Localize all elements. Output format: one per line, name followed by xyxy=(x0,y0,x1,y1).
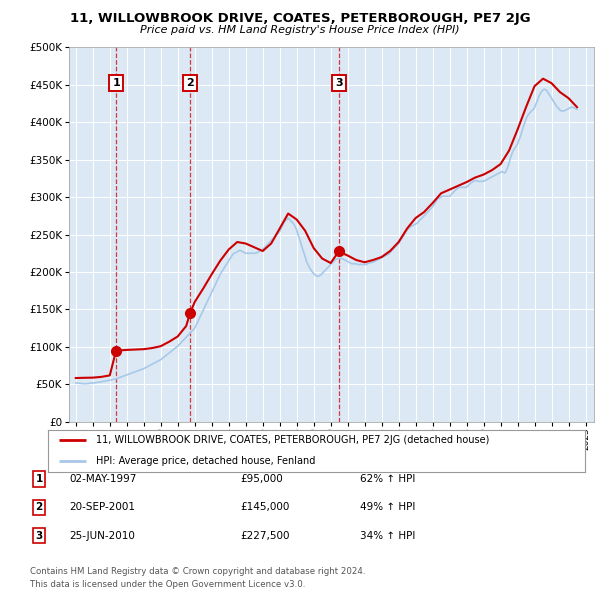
Text: 2: 2 xyxy=(186,78,194,88)
Text: 1: 1 xyxy=(35,474,43,484)
Text: This data is licensed under the Open Government Licence v3.0.: This data is licensed under the Open Gov… xyxy=(30,580,305,589)
Text: Contains HM Land Registry data © Crown copyright and database right 2024.: Contains HM Land Registry data © Crown c… xyxy=(30,567,365,576)
Text: 2: 2 xyxy=(35,503,43,512)
Text: Price paid vs. HM Land Registry's House Price Index (HPI): Price paid vs. HM Land Registry's House … xyxy=(140,25,460,35)
Text: £95,000: £95,000 xyxy=(240,474,283,484)
Text: HPI: Average price, detached house, Fenland: HPI: Average price, detached house, Fenl… xyxy=(97,457,316,466)
Text: 02-MAY-1997: 02-MAY-1997 xyxy=(69,474,136,484)
Text: 11, WILLOWBROOK DRIVE, COATES, PETERBOROUGH, PE7 2JG (detached house): 11, WILLOWBROOK DRIVE, COATES, PETERBORO… xyxy=(97,435,490,445)
Text: 20-SEP-2001: 20-SEP-2001 xyxy=(69,503,135,512)
Text: £145,000: £145,000 xyxy=(240,503,289,512)
Text: 3: 3 xyxy=(35,531,43,540)
Text: 49% ↑ HPI: 49% ↑ HPI xyxy=(360,503,415,512)
Text: 34% ↑ HPI: 34% ↑ HPI xyxy=(360,531,415,540)
Text: £227,500: £227,500 xyxy=(240,531,290,540)
Text: 25-JUN-2010: 25-JUN-2010 xyxy=(69,531,135,540)
Text: 62% ↑ HPI: 62% ↑ HPI xyxy=(360,474,415,484)
Text: 1: 1 xyxy=(112,78,120,88)
Text: 3: 3 xyxy=(335,78,343,88)
Text: 11, WILLOWBROOK DRIVE, COATES, PETERBOROUGH, PE7 2JG: 11, WILLOWBROOK DRIVE, COATES, PETERBORO… xyxy=(70,12,530,25)
